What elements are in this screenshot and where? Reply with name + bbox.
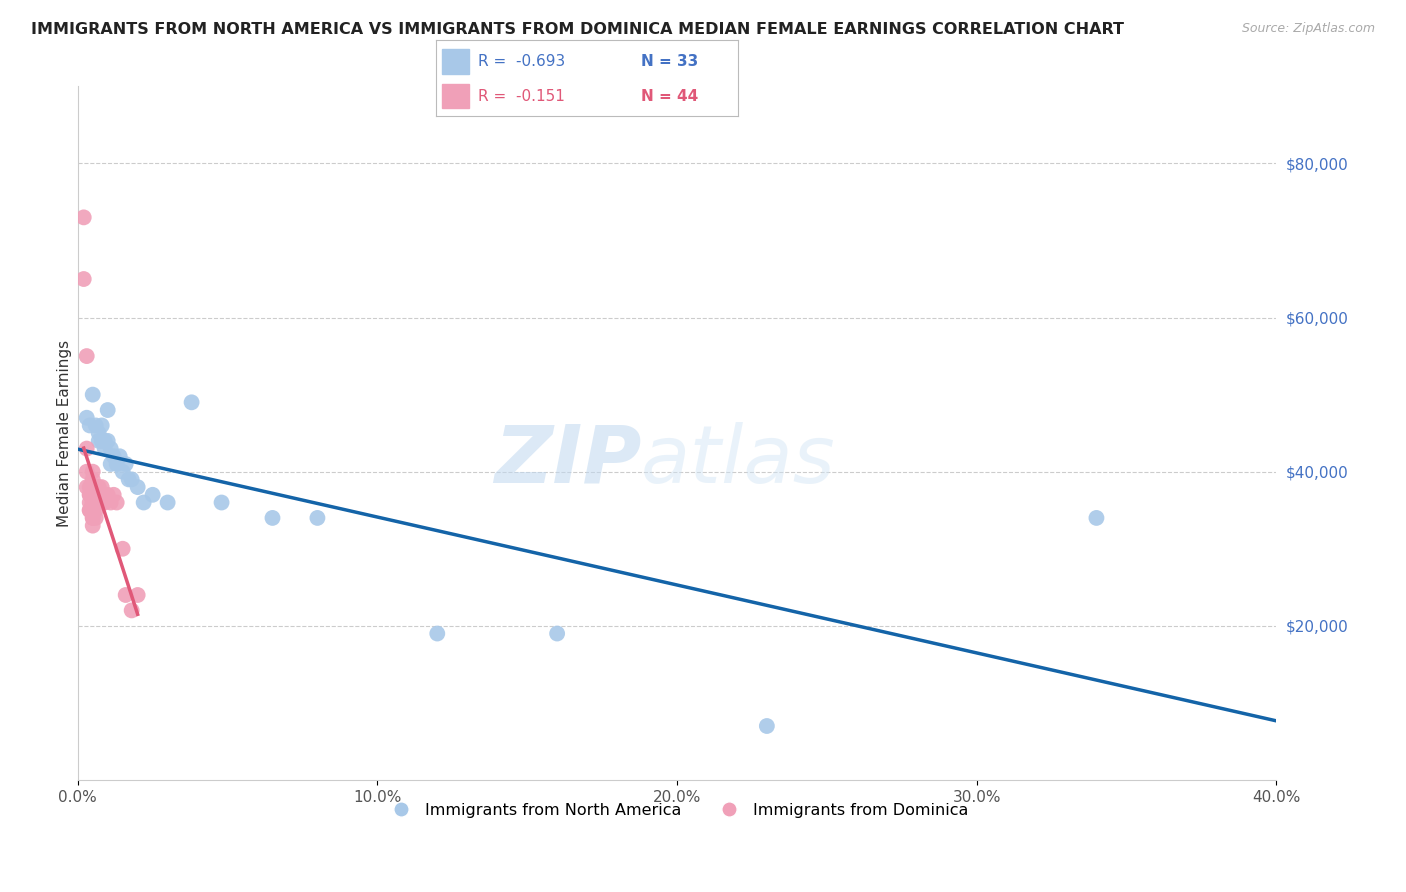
Point — [79, 495, 101, 509]
Point — [105, 457, 128, 471]
Point — [79, 418, 101, 433]
Text: ZIP: ZIP — [494, 422, 641, 500]
Point — [97, 434, 120, 448]
Point — [121, 603, 143, 617]
Text: atlas: atlas — [641, 422, 835, 500]
Point — [79, 503, 101, 517]
Point — [118, 472, 141, 486]
Point — [180, 395, 202, 409]
Point — [90, 418, 112, 433]
Text: IMMIGRANTS FROM NORTH AMERICA VS IMMIGRANTS FROM DOMINICA MEDIAN FEMALE EARNINGS: IMMIGRANTS FROM NORTH AMERICA VS IMMIGRA… — [31, 22, 1123, 37]
Point — [142, 488, 165, 502]
Point — [79, 503, 101, 517]
Point — [73, 272, 96, 286]
Legend: Immigrants from North America, Immigrants from Dominica: Immigrants from North America, Immigrant… — [378, 797, 976, 824]
Text: R =  -0.693: R = -0.693 — [478, 54, 565, 69]
Point — [211, 495, 233, 509]
Point — [82, 495, 104, 509]
Point — [97, 403, 120, 417]
Point — [546, 626, 568, 640]
Point — [93, 434, 115, 448]
Point — [127, 480, 149, 494]
Point — [111, 465, 134, 479]
Point — [93, 495, 115, 509]
Point — [100, 442, 122, 456]
Point — [87, 426, 110, 441]
Point — [121, 472, 143, 486]
Point — [93, 442, 115, 456]
Point — [76, 442, 98, 456]
Point — [79, 480, 101, 494]
Point — [84, 503, 107, 517]
Point — [84, 488, 107, 502]
Point — [76, 465, 98, 479]
Point — [82, 495, 104, 509]
Point — [82, 488, 104, 502]
Point — [82, 511, 104, 525]
Point — [103, 450, 125, 464]
Point — [114, 588, 136, 602]
Point — [82, 495, 104, 509]
Point — [84, 495, 107, 509]
Point — [76, 410, 98, 425]
Text: Source: ZipAtlas.com: Source: ZipAtlas.com — [1241, 22, 1375, 36]
Point — [82, 465, 104, 479]
Point — [84, 511, 107, 525]
Point — [108, 450, 131, 464]
Y-axis label: Median Female Earnings: Median Female Earnings — [58, 340, 72, 526]
Point — [132, 495, 155, 509]
Point — [73, 211, 96, 225]
Text: N = 44: N = 44 — [641, 88, 699, 103]
Text: R =  -0.151: R = -0.151 — [478, 88, 565, 103]
Point — [1085, 511, 1108, 525]
Point — [82, 518, 104, 533]
Point — [90, 434, 112, 448]
Point — [103, 488, 125, 502]
Point — [82, 503, 104, 517]
Point — [79, 488, 101, 502]
Point — [82, 480, 104, 494]
Point — [82, 387, 104, 401]
Point — [87, 434, 110, 448]
Text: N = 33: N = 33 — [641, 54, 699, 69]
Point — [82, 488, 104, 502]
Point — [114, 457, 136, 471]
Point — [90, 480, 112, 494]
Point — [111, 541, 134, 556]
Point — [84, 418, 107, 433]
Point — [307, 511, 329, 525]
Point — [76, 349, 98, 363]
Point — [82, 503, 104, 517]
Point — [76, 480, 98, 494]
Point — [156, 495, 179, 509]
Point — [100, 457, 122, 471]
Point — [82, 511, 104, 525]
Point — [127, 588, 149, 602]
Point — [105, 495, 128, 509]
Point — [87, 495, 110, 509]
Point — [87, 480, 110, 494]
Point — [262, 511, 284, 525]
Point — [90, 488, 112, 502]
Point — [84, 480, 107, 494]
Point — [82, 472, 104, 486]
Point — [755, 719, 778, 733]
Point — [82, 503, 104, 517]
Bar — [441, 84, 470, 109]
Point — [100, 495, 122, 509]
Point — [426, 626, 449, 640]
Point — [97, 488, 120, 502]
Bar — [441, 49, 470, 73]
Point — [79, 488, 101, 502]
